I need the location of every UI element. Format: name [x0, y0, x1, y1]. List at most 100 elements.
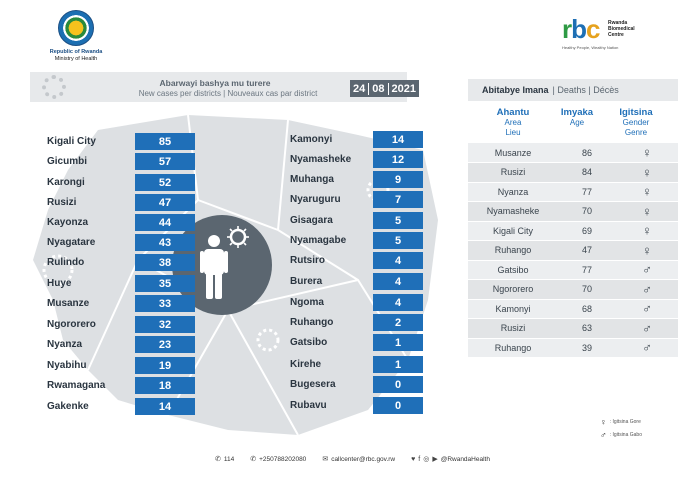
table-row: Musanze 86 ♀ [468, 143, 678, 163]
death-age: 77 [558, 260, 616, 280]
case-count: 1 [373, 334, 423, 351]
legend-male: ♂ : Igitsina Gabo [600, 430, 642, 440]
phone-number: +250788202080 [259, 455, 307, 463]
case-count: 47 [135, 194, 195, 211]
district-name: Bugesera [290, 379, 336, 390]
death-age: 84 [558, 162, 616, 183]
table-row: Rusizi 84 ♀ [468, 162, 678, 183]
list-item: Gatsibo 1 [290, 334, 425, 351]
list-item: Nyamagabe 5 [290, 232, 425, 249]
list-item: Ngororero 32 [47, 316, 197, 333]
district-name: Burera [290, 276, 323, 287]
legend-label: : Igitsina Gabo [609, 432, 642, 438]
deaths-header: Abitabye Imana | Deaths | Décès [468, 79, 678, 101]
rbc-tagline: Healthy People, Wealthy Nation [562, 45, 619, 50]
youtube-icon: ▶ [432, 456, 438, 463]
footer-contacts: ✆ 114 ✆ +250788202080 ✉ callcenter@rbc.g… [215, 452, 490, 466]
death-area: Gatsibo [468, 260, 558, 280]
list-item: Rulindo 38 [47, 254, 197, 271]
email-icon: ✉ [322, 456, 329, 463]
district-name: Muhanga [290, 174, 334, 185]
case-count: 4 [373, 294, 423, 311]
death-age: 47 [558, 240, 616, 261]
district-name: Musanze [47, 298, 90, 309]
district-name: Nyamasheke [290, 154, 352, 165]
list-item: Huye 35 [47, 275, 197, 292]
list-item: Musanze 33 [47, 295, 197, 312]
female-icon: ♀ [600, 417, 607, 427]
date-day: 24 [350, 82, 370, 95]
gender-icon: ♀ [616, 201, 678, 222]
org-name-line2: Ministry of Health [54, 56, 98, 62]
death-age: 70 [558, 201, 616, 222]
list-item: Rwamagana 18 [47, 377, 197, 394]
list-item: Kamonyi 14 [290, 131, 425, 148]
death-area: Ngororero [468, 279, 558, 300]
case-count: 5 [373, 212, 423, 229]
district-name: Kayonza [47, 217, 89, 228]
gender-icon: ♀ [616, 240, 678, 261]
case-count: 35 [135, 275, 195, 292]
case-count: 33 [135, 295, 195, 312]
case-count: 23 [135, 336, 195, 353]
death-area: Kigali City [468, 221, 558, 241]
death-age: 68 [558, 299, 616, 319]
district-name: Ngoma [290, 297, 324, 308]
death-age: 70 [558, 279, 616, 300]
case-count: 12 [373, 151, 423, 168]
seal-icon [58, 10, 94, 46]
case-count: 38 [135, 254, 195, 271]
death-area: Musanze [468, 143, 558, 163]
list-item: Ruhango 2 [290, 314, 425, 331]
district-name: Rulindo [47, 257, 85, 268]
list-item: Bugesera 0 [290, 376, 425, 393]
rbc-wordmark: rbc [562, 14, 601, 44]
case-count: 7 [373, 191, 423, 208]
case-count: 19 [135, 357, 195, 374]
whatsapp-icon: ✆ [250, 456, 257, 463]
district-name: Nyamagabe [290, 235, 347, 246]
case-count: 57 [135, 153, 195, 170]
case-count: 32 [135, 316, 195, 333]
column-header-area: Ahantu Area Lieu [496, 107, 530, 138]
district-name: Huye [47, 278, 72, 289]
banner-subtitle: New cases per districts | Nouveaux cas p… [138, 89, 318, 98]
district-name: Kigali City [47, 136, 96, 147]
list-item: Kigali City 85 [47, 133, 197, 150]
list-item: Nyaruguru 7 [290, 191, 425, 208]
gender-icon: ♀ [616, 221, 678, 241]
case-count: 44 [135, 214, 195, 231]
district-name: Kirehe [290, 359, 322, 370]
gender-icon: ♀ [616, 182, 678, 202]
list-item: Nyabihu 19 [47, 357, 197, 374]
banner-title: Abarwayi bashya mu turere [159, 78, 271, 88]
cases-banner: Abarwayi bashya mu turere New cases per … [30, 72, 419, 102]
district-name: Nyanza [47, 339, 83, 350]
hotline-number: 114 [223, 455, 235, 463]
district-name: Rusizi [47, 197, 77, 208]
table-row: Nyanza 77 ♀ [468, 182, 678, 202]
district-name: Gisagara [290, 215, 333, 226]
phone-icon: ✆ [215, 456, 221, 463]
case-count: 5 [373, 232, 423, 249]
date-month: 08 [369, 82, 389, 95]
virus-icon [42, 75, 66, 99]
case-count: 0 [373, 376, 423, 393]
case-count: 14 [135, 398, 195, 415]
table-row: Gatsibo 77 ♂ [468, 260, 678, 280]
list-item: Kayonza 44 [47, 214, 197, 231]
gender-icon: ♂ [616, 299, 678, 319]
case-count: 9 [373, 171, 423, 188]
case-count: 2 [373, 314, 423, 331]
report-date: 24 08 2021 [350, 80, 419, 97]
social-handle: @RwandaHealth [440, 455, 490, 463]
gender-icon: ♂ [616, 338, 678, 358]
table-row: Ngororero 70 ♂ [468, 279, 678, 300]
death-area: Rusizi [468, 162, 558, 183]
list-item: Muhanga 9 [290, 171, 425, 188]
district-name: Rwamagana [47, 380, 106, 391]
table-row: Rusizi 63 ♂ [468, 318, 678, 339]
date-year: 2021 [391, 82, 416, 95]
district-name: Rubavu [290, 400, 327, 411]
district-name: Rutsiro [290, 255, 325, 266]
